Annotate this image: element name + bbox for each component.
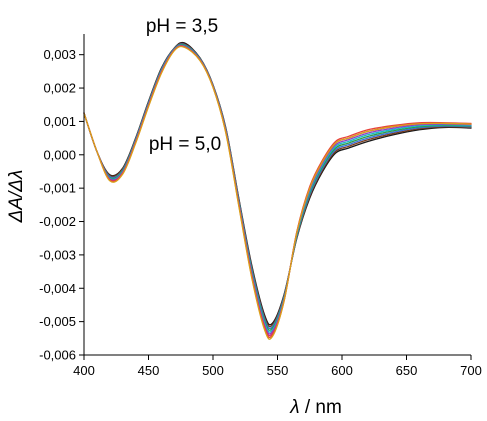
y-tick-label: 0,002 — [43, 81, 76, 96]
x-tick-label: 700 — [460, 363, 482, 378]
y-tick-label: -0,003 — [39, 247, 76, 262]
x-ticks: 400 450 500 550 600 650 700 — [73, 355, 482, 378]
series-line — [83, 44, 472, 333]
series-line — [83, 44, 472, 335]
series-line — [83, 45, 472, 340]
series-layer — [83, 41, 472, 340]
series-line — [83, 43, 472, 330]
y-tick-label: -0,006 — [39, 348, 76, 363]
x-tick-label: 550 — [267, 363, 289, 378]
x-tick-label: 650 — [396, 363, 418, 378]
y-axis-title: ΔA/Δλ — [6, 170, 27, 224]
y-tick-label: -0,005 — [39, 314, 76, 329]
series-line — [83, 42, 472, 328]
series-line — [83, 43, 472, 331]
series-line — [83, 45, 472, 337]
y-tick-label: -0,004 — [39, 281, 76, 296]
y-tick-label: 0,003 — [43, 47, 76, 62]
x-tick-label: 500 — [202, 363, 224, 378]
series-line — [83, 45, 472, 339]
x-tick-label: 450 — [138, 363, 160, 378]
y-tick-label: 0,000 — [43, 147, 76, 162]
x-tick-label: 400 — [73, 363, 95, 378]
annotation-ph-3-5: pH = 3,5 — [146, 16, 218, 37]
series-line — [83, 41, 472, 326]
x-tick-label: 600 — [331, 363, 353, 378]
annotation-ph-5-0: pH = 5,0 — [149, 134, 221, 155]
plot-area: 400 450 500 550 600 650 700 -0,006 -0,005 -0,004… — [39, 34, 482, 378]
x-axis-title-symbol: λ — [289, 397, 299, 418]
x-axis-title: λ / nm — [289, 397, 342, 418]
y-tick-label: -0,002 — [39, 214, 76, 229]
x-axis-title-unit: / nm — [300, 397, 342, 418]
annotations: pH = 3,5 pH = 5,0 — [146, 16, 221, 155]
y-tick-label: 0,001 — [43, 114, 76, 129]
y-ticks: -0,006 -0,005 -0,004 -0,003 -0,002 -0,001 0,00… — [39, 47, 84, 363]
y-tick-label: -0,001 — [39, 181, 76, 196]
